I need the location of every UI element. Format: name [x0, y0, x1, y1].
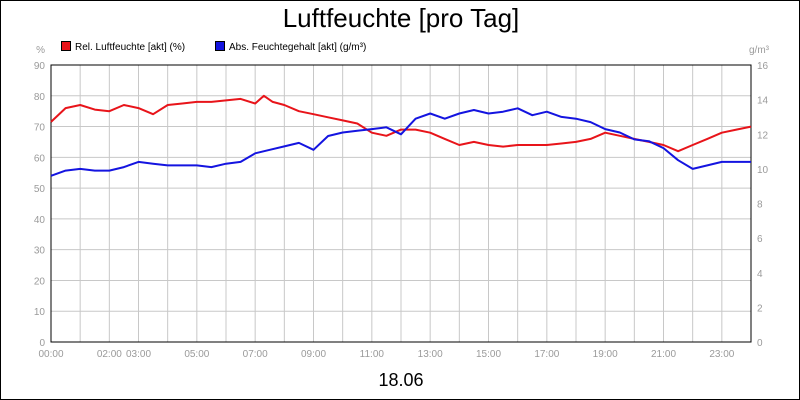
y-tick-label-right: 4 — [757, 269, 763, 280]
x-tick-label: 00:00 — [38, 349, 63, 360]
x-tick-label: 21:00 — [651, 349, 676, 360]
x-tick-label: 03:00 — [126, 349, 151, 360]
x-tick-label: 05:00 — [184, 349, 209, 360]
y-tick-label-left: 80 — [34, 92, 46, 103]
y-tick-label-right: 10 — [757, 165, 769, 176]
legend-item-rel-humidity: Rel. Luftfeuchte [akt] (%) — [61, 41, 185, 53]
y-tick-label-left: 30 — [34, 246, 46, 257]
chart-title: Luftfeuchte [pro Tag] — [282, 3, 520, 33]
y-tick-label-right: 8 — [757, 200, 763, 211]
x-tick-label: 11:00 — [360, 349, 385, 360]
y-tick-label-right: 14 — [757, 96, 769, 107]
legend-swatch-blue — [215, 41, 225, 51]
y-tick-label-right: 16 — [757, 61, 769, 72]
y-tick-label-left: 90 — [34, 61, 46, 72]
series-line-abs-humidity — [50, 107, 751, 177]
y-tick-label-right: 0 — [757, 338, 763, 349]
y-tick-label-left: 0 — [39, 338, 45, 349]
date-label: 18.06 — [378, 370, 424, 390]
x-tick-label: 15:00 — [476, 349, 501, 360]
x-tick-label: 17:00 — [534, 349, 559, 360]
y-axis-unit-right: g/m³ — [749, 45, 770, 56]
plot-area-border — [50, 64, 752, 343]
y-tick-label-left: 20 — [34, 276, 46, 287]
y-tick-label-right: 12 — [757, 130, 769, 141]
y-tick-label-left: 70 — [34, 123, 46, 134]
y-tick-label-left: 50 — [34, 184, 46, 195]
x-tick-label: 19:00 — [593, 349, 618, 360]
legend-swatch-red — [61, 41, 71, 51]
y-tick-label-right: 6 — [757, 234, 763, 245]
x-tick-label: 07:00 — [243, 349, 268, 360]
legend-label-rel-humidity: Rel. Luftfeuchte [akt] (%) — [75, 42, 186, 53]
x-tick-label: 02:00 — [97, 349, 122, 360]
legend-label-abs-humidity: Abs. Feuchtegehalt [akt] (g/m³) — [229, 42, 367, 53]
y-tick-label-left: 60 — [34, 153, 46, 164]
y-tick-label-left: 10 — [34, 307, 46, 318]
y-axis-unit-left: % — [36, 45, 45, 56]
x-tick-label: 23:00 — [709, 349, 734, 360]
x-tick-label: 13:00 — [418, 349, 443, 360]
x-tick-label: 09:00 — [301, 349, 326, 360]
legend-item-abs-humidity: Abs. Feuchtegehalt [akt] (g/m³) — [215, 41, 366, 53]
y-tick-label-right: 2 — [757, 303, 763, 314]
y-tick-label-left: 40 — [34, 215, 46, 226]
